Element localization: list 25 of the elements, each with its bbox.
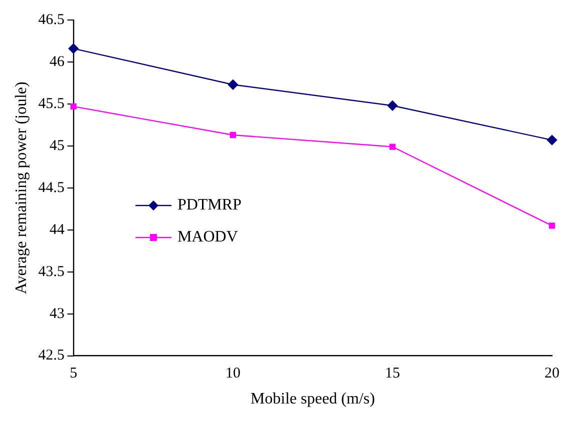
x-tick-label: 10 [225,366,240,382]
y-axis-title: Average remaining power (joule) [12,82,30,294]
y-tick-label: 43.5 [38,264,64,280]
y-tick-label: 42.5 [38,348,64,364]
point [548,222,556,229]
x-tick-label: 20 [544,366,560,382]
y-tick-label: 45 [49,138,64,154]
point [228,80,238,90]
x-axis-title: Mobile speed (m/s) [250,390,375,408]
y-tick-label: 46 [49,54,65,70]
y-tick-label: 45.5 [38,96,64,112]
y-tick-label: 43 [49,306,64,322]
point [546,134,558,146]
legend-label: MAODV [177,228,238,246]
point [387,100,398,111]
x-tick-label: 5 [70,366,78,382]
y-tick-label: 44.5 [38,180,64,196]
point [230,132,236,138]
y-tick-label: 44 [49,222,65,238]
point [389,144,396,150]
legend-label: PDTMRP [177,196,242,214]
x-tick-label: 15 [384,366,400,382]
point [70,103,77,110]
point [68,43,79,54]
y-tick-label: 46.5 [38,12,64,28]
